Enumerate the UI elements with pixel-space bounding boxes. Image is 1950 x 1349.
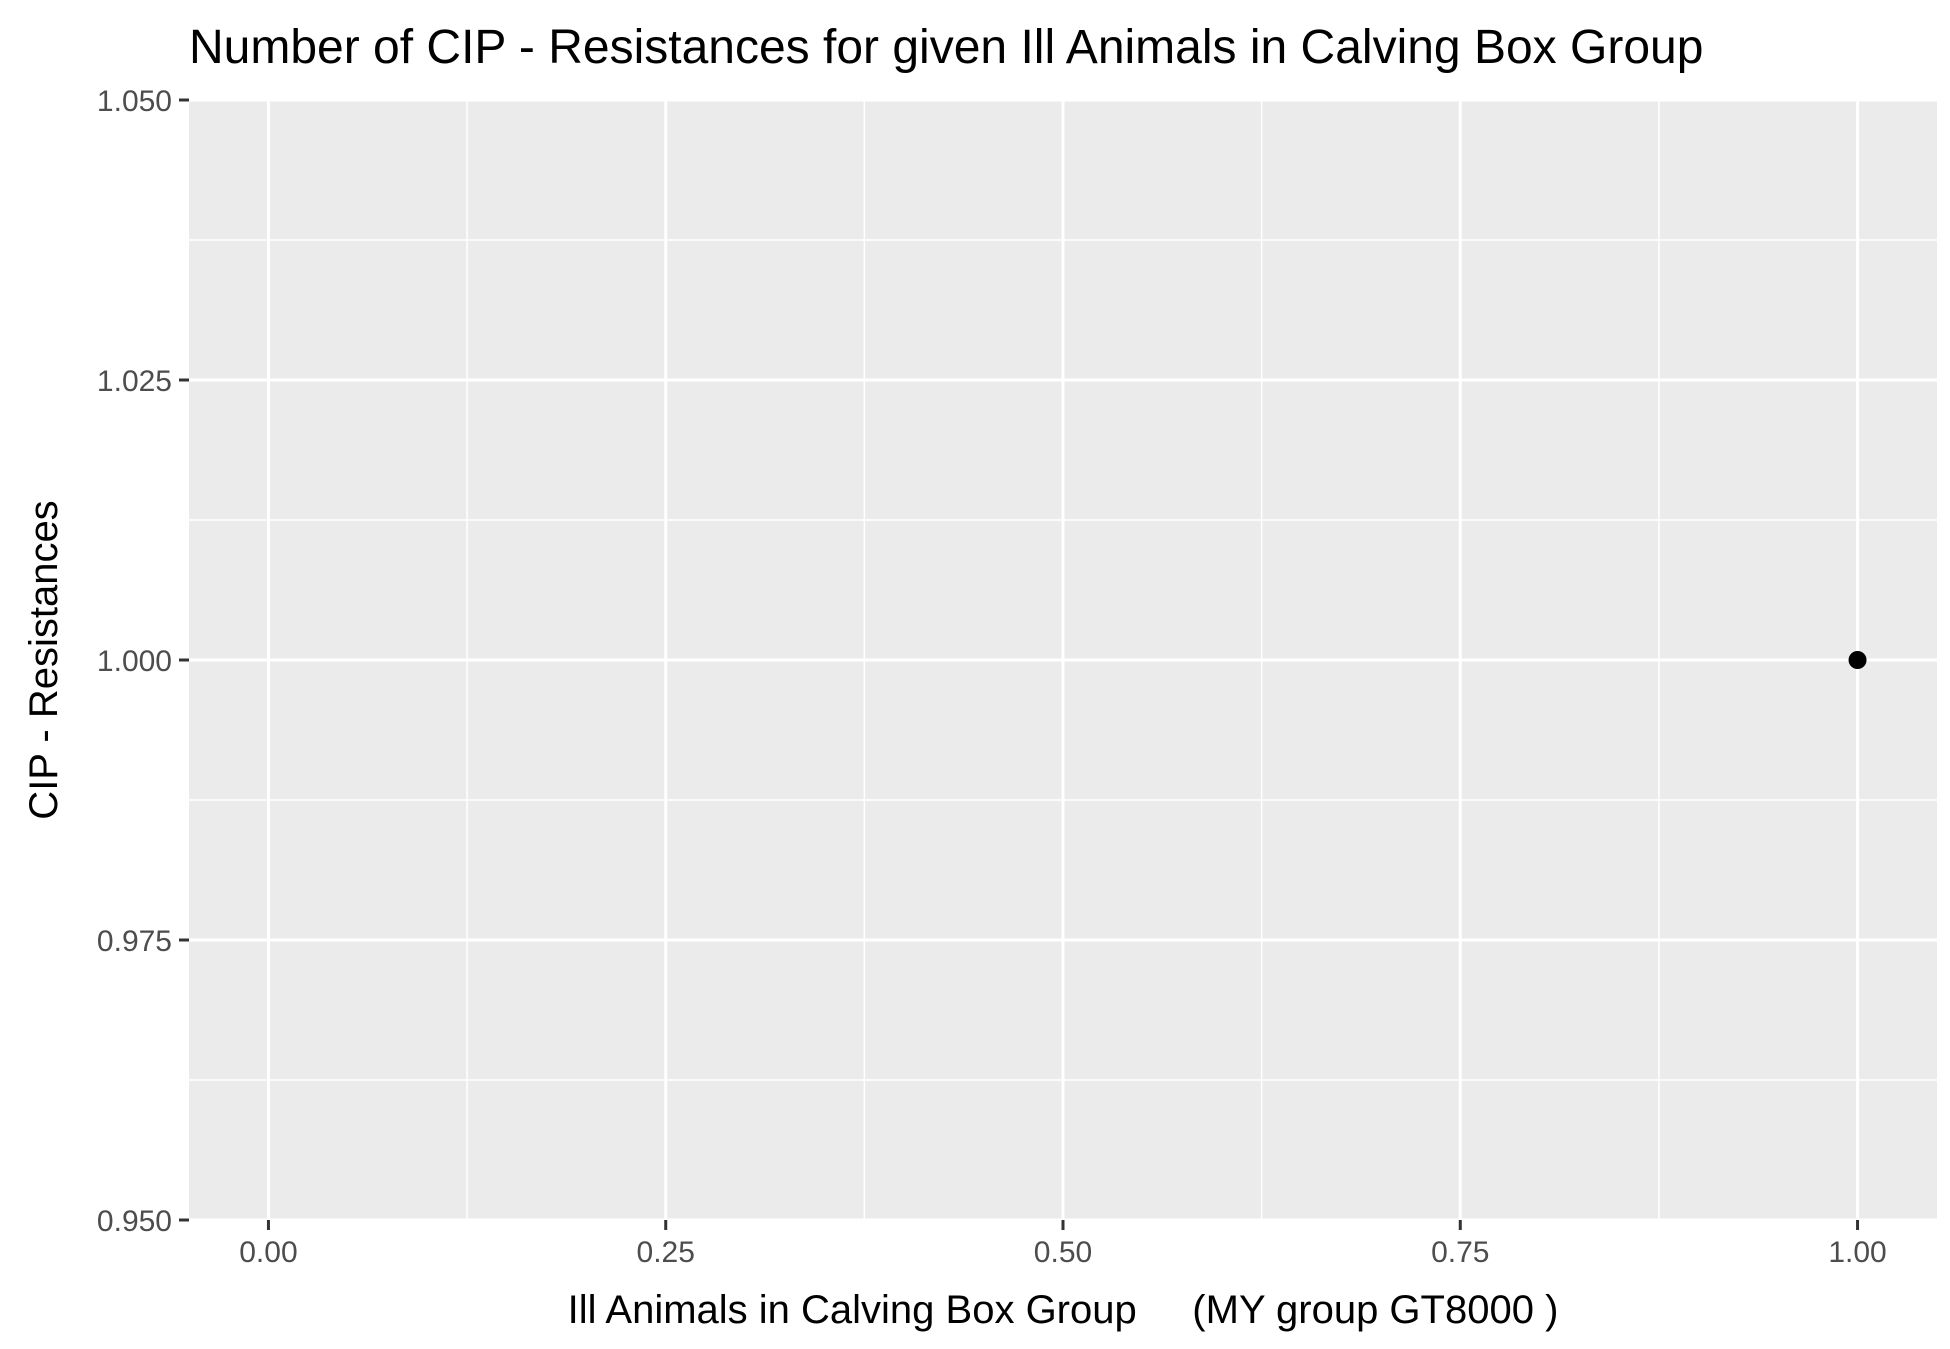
y-tick-label: 0.950 [97,1205,172,1238]
y-tick-label: 0.975 [97,925,172,958]
y-tick-label: 1.025 [97,365,172,398]
y-axis-title: CIP - Resistances [22,500,66,819]
x-tick-label: 0.00 [239,1236,297,1269]
x-tick-label: 0.75 [1431,1236,1489,1269]
y-tick-label: 1.050 [97,85,172,118]
x-tick-label: 0.50 [1034,1236,1092,1269]
x-axis-title: Ill Animals in Calving Box Group (MY gro… [568,1288,1559,1332]
data-points [1848,651,1867,669]
y-tick-label: 1.000 [97,645,172,678]
x-axis: 0.00 0.25 0.50 0.75 1.00 [239,1220,1887,1269]
data-point [1848,651,1867,669]
x-tick-label: 1.00 [1828,1236,1886,1269]
x-tick-label: 0.25 [637,1236,695,1269]
y-axis: 0.950 0.975 1.000 1.025 1.050 [97,85,189,1238]
chart-title: Number of CIP - Resistances for given Il… [189,21,1703,74]
